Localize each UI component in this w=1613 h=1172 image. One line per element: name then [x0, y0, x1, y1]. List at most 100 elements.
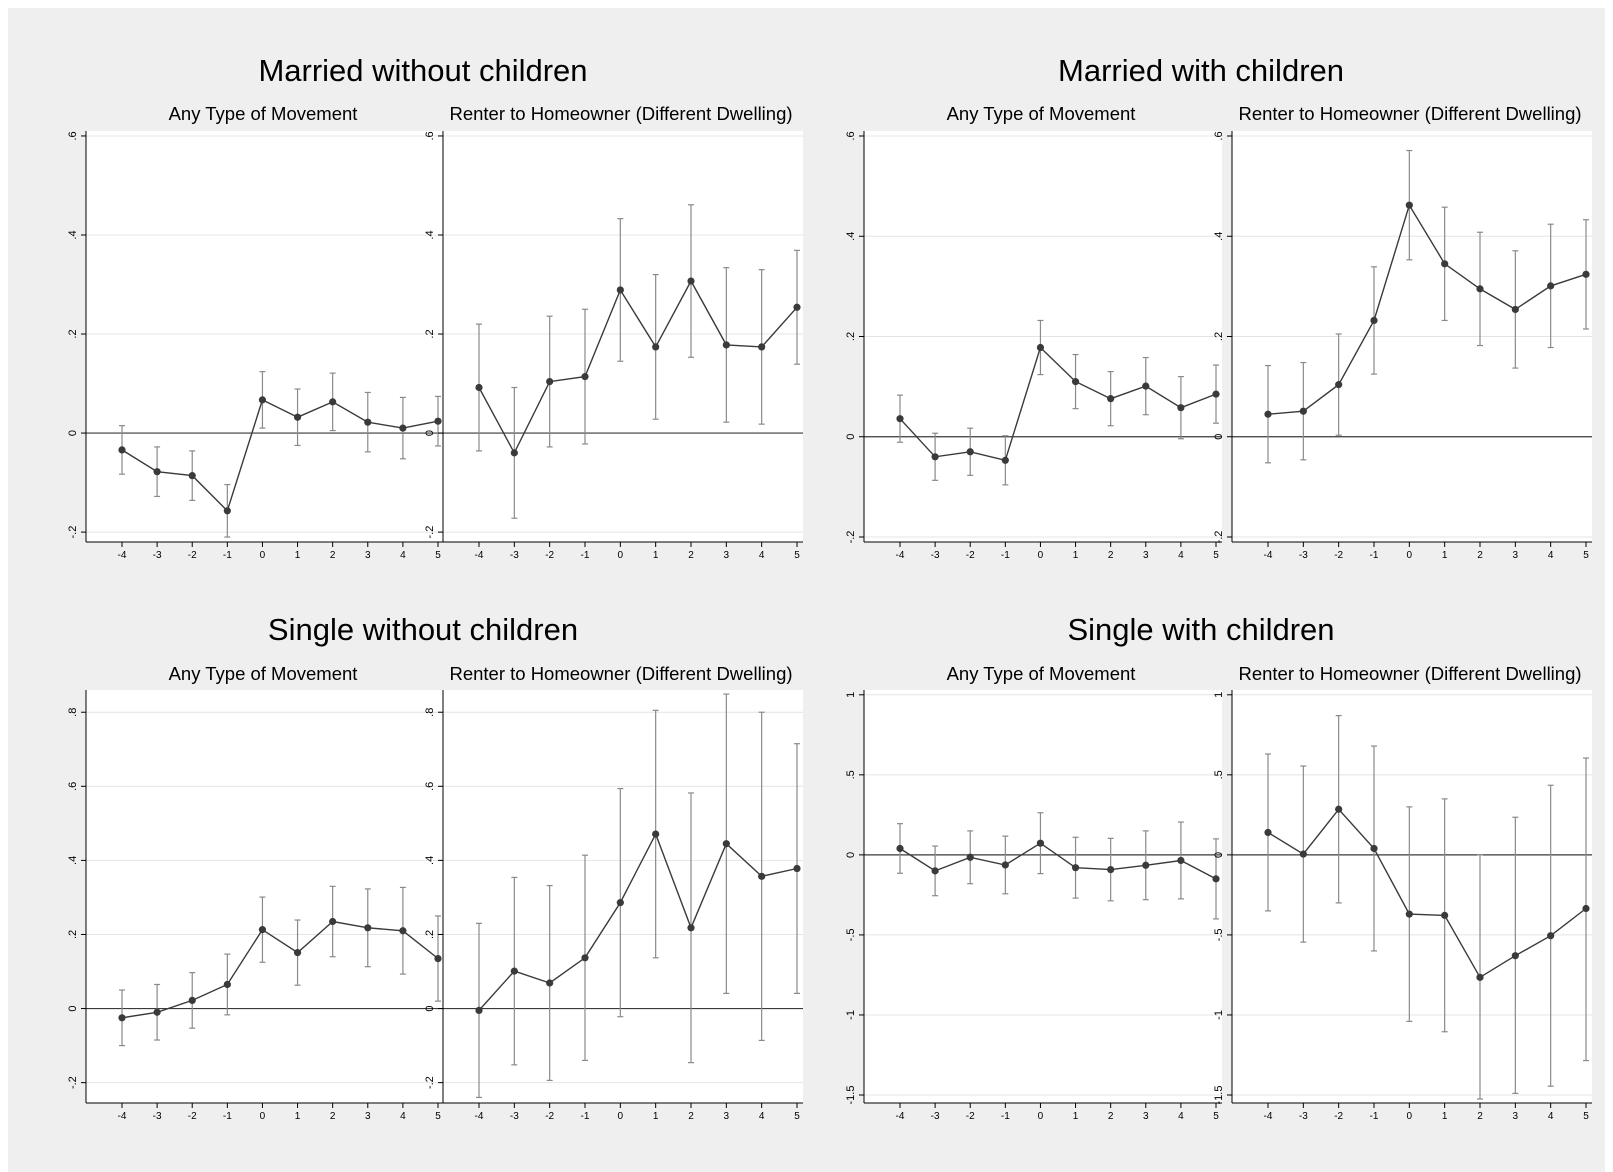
x-tick-label: 4 — [759, 550, 765, 561]
data-point — [1264, 410, 1272, 418]
x-tick-label: 1 — [653, 550, 659, 561]
data-point — [188, 472, 196, 480]
data-point — [1511, 305, 1519, 314]
data-point — [223, 980, 231, 989]
panel-1-1: Any Type of Movement -.2 0 .2 .4 .6 -4 -3 -2 -1 0 1… — [67, 103, 444, 561]
x-tick-label: -2 — [966, 1111, 975, 1122]
chart-title: Married with children — [1058, 53, 1344, 88]
data-point — [758, 872, 766, 880]
panel-subtitle: Renter to Homeowner (Different Dwelling) — [449, 103, 792, 124]
y-tick-label: .6 — [67, 131, 79, 140]
x-tick-label: 0 — [260, 1111, 266, 1122]
data-point — [1142, 382, 1150, 390]
data-point — [1212, 390, 1220, 398]
panel-4-1: Any Type of Movement-1.5-1-.50.51-4 -3 -2-… — [845, 663, 1222, 1122]
panel-2-1: Any Type of Movement -.2 0 .2 .4 .6 -4 -3 -2 -1 0 1… — [845, 103, 1222, 561]
series-line — [121, 398, 439, 513]
data-point — [1582, 270, 1590, 278]
data-point — [652, 343, 660, 351]
data-point — [118, 1014, 126, 1022]
panel-subtitle: Any Type of Movement — [169, 663, 358, 684]
x-tick-label: 2 — [330, 550, 336, 561]
x-tick-label: -2 — [188, 550, 197, 561]
y-tick-label: -.2 — [1213, 531, 1225, 544]
data-point — [258, 926, 267, 934]
y-tick-label: .4 — [67, 856, 79, 865]
data-point — [1036, 343, 1045, 352]
y-tick-label: .6 — [1213, 131, 1225, 140]
data-point — [188, 996, 196, 1004]
chart-title: Married without children — [258, 53, 587, 88]
data-point — [329, 917, 337, 926]
data-point — [793, 303, 801, 311]
y-tick-label: .6 — [845, 131, 857, 140]
data-point — [1582, 904, 1590, 913]
plot-area — [443, 131, 803, 542]
y-tick-label: 0 — [1213, 852, 1225, 858]
y-tick-label: 0 — [67, 430, 79, 436]
data-point — [1405, 910, 1413, 918]
data-point — [1299, 850, 1307, 858]
series-line — [1267, 808, 1587, 979]
x-tick-label: 3 — [1143, 550, 1149, 561]
data-point — [616, 286, 624, 294]
y-tick-label: 0 — [1213, 434, 1225, 440]
x-tick-label: 5 — [435, 550, 441, 561]
y-tick-label: -.2 — [424, 526, 436, 539]
x-tick-label: 5 — [1213, 550, 1219, 561]
panel-subtitle: Any Type of Movement — [947, 103, 1136, 124]
x-tick-label: 2 — [330, 1111, 336, 1122]
caption-strip — [0, 0, 1613, 8]
y-tick-label: .2 — [845, 332, 857, 341]
data-point — [1441, 260, 1449, 268]
data-point — [510, 967, 518, 975]
series-line — [478, 832, 798, 1011]
x-tick-label: 3 — [1513, 550, 1519, 561]
data-point — [793, 864, 801, 873]
y-tick-label: 1 — [845, 692, 857, 698]
x-tick-label: 1 — [295, 550, 301, 561]
chart-title: Single with children — [1067, 612, 1334, 647]
data-point — [1476, 973, 1484, 981]
x-tick-label: 5 — [1583, 550, 1589, 561]
x-tick-label: -4 — [896, 550, 905, 561]
x-tick-label: -3 — [510, 1111, 519, 1122]
y-tick-label: .4 — [1213, 232, 1225, 241]
data-point — [1547, 932, 1555, 940]
y-tick-label: -.5 — [845, 928, 857, 941]
y-tick-label: -.2 — [67, 526, 79, 539]
data-point — [896, 844, 904, 853]
data-point — [1370, 316, 1378, 325]
x-tick-label: -3 — [153, 1111, 162, 1122]
data-point — [1299, 407, 1307, 415]
plot-area — [864, 690, 1222, 1103]
data-point — [652, 830, 660, 838]
x-tick-label: -1 — [1001, 550, 1010, 561]
data-point — [896, 415, 904, 423]
panel-4-2: Renter to Homeowner (Different Dwelling)… — [1213, 663, 1592, 1122]
x-tick-label: 3 — [1513, 1111, 1519, 1122]
x-tick-label: 0 — [1038, 1111, 1044, 1122]
x-tick-label: -4 — [896, 1111, 905, 1122]
x-tick-label: 1 — [1442, 1111, 1448, 1122]
x-tick-label: -1 — [581, 550, 590, 561]
x-tick-label: -4 — [1264, 1111, 1273, 1122]
data-point — [434, 954, 442, 963]
data-point — [722, 341, 730, 349]
x-tick-label: 4 — [1178, 1111, 1184, 1122]
x-tick-label: -3 — [1299, 1111, 1308, 1122]
data-point — [1335, 805, 1343, 813]
data-point — [1107, 866, 1115, 874]
data-point — [966, 853, 974, 861]
y-tick-label: 0 — [424, 430, 436, 436]
y-tick-label: 0 — [845, 852, 857, 858]
x-tick-label: 1 — [1073, 1111, 1079, 1122]
x-tick-label: -4 — [118, 1111, 127, 1122]
x-tick-label: -1 — [223, 550, 232, 561]
data-point — [546, 979, 554, 987]
y-tick-label: .4 — [67, 230, 79, 239]
series-line — [899, 346, 1217, 462]
data-point — [118, 446, 126, 454]
y-tick-label: .4 — [424, 230, 436, 239]
x-tick-label: 2 — [688, 550, 694, 561]
